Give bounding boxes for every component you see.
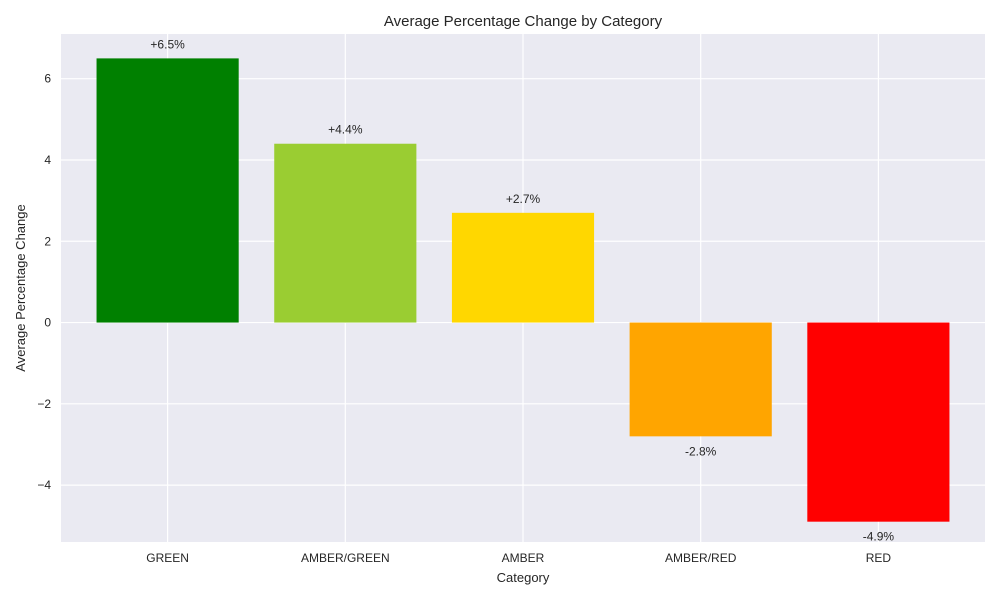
y-tick-label: 2	[44, 234, 51, 248]
data-label: +4.4%	[328, 123, 363, 137]
y-tick-label: 4	[44, 153, 51, 167]
x-axis-label: Category	[497, 570, 550, 585]
bar-green	[96, 58, 239, 323]
bar-red	[807, 322, 950, 522]
bar-amber	[451, 212, 595, 323]
y-axis-ticks: −4 −2 0 2 4 6	[37, 72, 51, 492]
y-tick-label: −4	[37, 478, 51, 492]
data-label: +6.5%	[150, 37, 185, 51]
bar-amber-green	[274, 143, 417, 323]
x-tick-label: AMBER	[502, 551, 545, 565]
y-tick-label: −2	[37, 397, 51, 411]
data-label: +2.7%	[506, 192, 541, 206]
y-tick-label: 0	[44, 316, 51, 330]
x-axis-ticks: GREEN AMBER/GREEN AMBER AMBER/RED RED	[146, 551, 891, 565]
chart-title: Average Percentage Change by Category	[384, 13, 663, 30]
bars	[96, 58, 950, 522]
x-tick-label: GREEN	[146, 551, 189, 565]
y-tick-label: 6	[44, 72, 51, 86]
x-tick-label: AMBER/GREEN	[301, 551, 390, 565]
data-label: -2.8%	[685, 444, 717, 458]
bar-amber-red	[629, 322, 772, 437]
y-axis-label: Average Percentage Change	[13, 204, 28, 371]
data-label: -4.9%	[863, 530, 895, 544]
data-labels: +6.5% +4.4% +2.7% -2.8% -4.9%	[150, 37, 894, 543]
x-tick-label: AMBER/RED	[665, 551, 737, 565]
x-tick-label: RED	[866, 551, 892, 565]
